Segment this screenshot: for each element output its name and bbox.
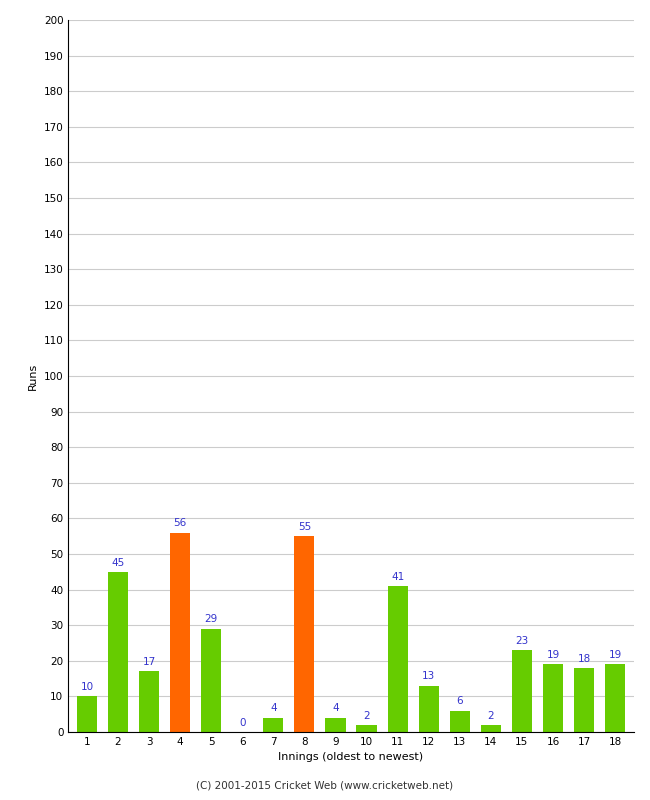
- Bar: [139, 671, 159, 732]
- Bar: [263, 718, 283, 732]
- Bar: [419, 686, 439, 732]
- Text: 45: 45: [111, 558, 125, 567]
- Bar: [574, 668, 594, 732]
- Text: 2: 2: [488, 710, 494, 721]
- Text: 56: 56: [174, 518, 187, 528]
- Bar: [387, 586, 408, 732]
- Bar: [356, 725, 376, 732]
- Text: (C) 2001-2015 Cricket Web (www.cricketweb.net): (C) 2001-2015 Cricket Web (www.cricketwe…: [196, 781, 454, 790]
- Text: 55: 55: [298, 522, 311, 532]
- Text: 18: 18: [577, 654, 591, 664]
- Text: 19: 19: [547, 650, 560, 660]
- Bar: [605, 664, 625, 732]
- Text: 13: 13: [422, 671, 436, 682]
- Bar: [201, 629, 221, 732]
- Bar: [543, 664, 563, 732]
- Text: 6: 6: [456, 696, 463, 706]
- Y-axis label: Runs: Runs: [28, 362, 38, 390]
- Bar: [77, 696, 97, 732]
- Text: 29: 29: [205, 614, 218, 625]
- X-axis label: Innings (oldest to newest): Innings (oldest to newest): [278, 753, 424, 762]
- Bar: [108, 572, 128, 732]
- Text: 4: 4: [270, 703, 277, 714]
- Text: 23: 23: [515, 636, 528, 646]
- Text: 2: 2: [363, 710, 370, 721]
- Bar: [512, 650, 532, 732]
- Bar: [326, 718, 346, 732]
- Bar: [481, 725, 501, 732]
- Text: 41: 41: [391, 572, 404, 582]
- Text: 4: 4: [332, 703, 339, 714]
- Bar: [170, 533, 190, 732]
- Text: 10: 10: [81, 682, 94, 692]
- Bar: [294, 536, 315, 732]
- Text: 19: 19: [608, 650, 622, 660]
- Text: 0: 0: [239, 718, 246, 728]
- Text: 17: 17: [142, 658, 155, 667]
- Bar: [450, 710, 470, 732]
